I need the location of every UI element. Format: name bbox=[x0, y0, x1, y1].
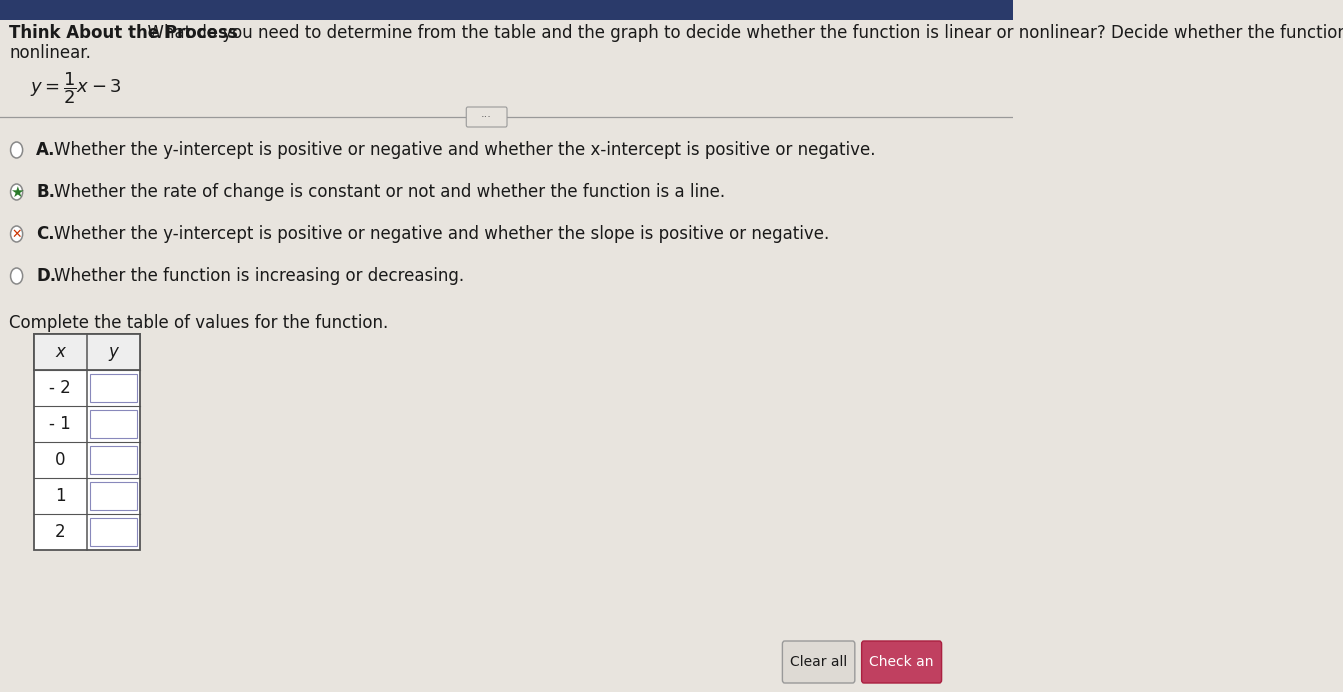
FancyBboxPatch shape bbox=[862, 641, 941, 683]
Text: Whether the function is increasing or decreasing.: Whether the function is increasing or de… bbox=[54, 267, 465, 285]
Text: x: x bbox=[55, 343, 66, 361]
Text: y: y bbox=[109, 343, 118, 361]
Text: - 1: - 1 bbox=[50, 415, 71, 433]
Circle shape bbox=[11, 184, 23, 200]
Text: Complete the table of values for the function.: Complete the table of values for the fun… bbox=[9, 314, 388, 332]
Circle shape bbox=[11, 142, 23, 158]
Text: D.: D. bbox=[36, 267, 56, 285]
Text: ★: ★ bbox=[9, 185, 23, 199]
Text: Whether the y-intercept is positive or negative and whether the slope is positiv: Whether the y-intercept is positive or n… bbox=[54, 225, 830, 243]
FancyBboxPatch shape bbox=[34, 334, 140, 550]
Text: Think About the Process: Think About the Process bbox=[9, 24, 238, 42]
Text: 1: 1 bbox=[55, 487, 66, 505]
FancyBboxPatch shape bbox=[90, 446, 137, 474]
FancyBboxPatch shape bbox=[466, 107, 508, 127]
Text: ✕: ✕ bbox=[11, 228, 21, 241]
Text: nonlinear.: nonlinear. bbox=[9, 44, 91, 62]
Text: - 2: - 2 bbox=[50, 379, 71, 397]
Text: ···: ··· bbox=[481, 112, 492, 122]
FancyBboxPatch shape bbox=[90, 410, 137, 438]
FancyBboxPatch shape bbox=[34, 334, 140, 370]
Text: $y = \dfrac{1}{2}x - 3$: $y = \dfrac{1}{2}x - 3$ bbox=[30, 70, 122, 106]
Circle shape bbox=[11, 226, 23, 242]
FancyBboxPatch shape bbox=[90, 374, 137, 402]
Circle shape bbox=[11, 268, 23, 284]
Text: 2: 2 bbox=[55, 523, 66, 541]
Text: What do you need to determine from the table and the graph to decide whether the: What do you need to determine from the t… bbox=[137, 24, 1343, 42]
FancyBboxPatch shape bbox=[90, 518, 137, 546]
Text: Clear all: Clear all bbox=[790, 655, 847, 669]
Text: Whether the y-intercept is positive or negative and whether the x-intercept is p: Whether the y-intercept is positive or n… bbox=[54, 141, 876, 159]
FancyBboxPatch shape bbox=[0, 0, 1013, 20]
FancyBboxPatch shape bbox=[783, 641, 855, 683]
Text: Whether the rate of change is constant or not and whether the function is a line: Whether the rate of change is constant o… bbox=[54, 183, 725, 201]
Text: 0: 0 bbox=[55, 451, 66, 469]
Text: C.: C. bbox=[36, 225, 55, 243]
Text: A.: A. bbox=[36, 141, 55, 159]
FancyBboxPatch shape bbox=[90, 482, 137, 510]
Text: Check an: Check an bbox=[869, 655, 933, 669]
Text: B.: B. bbox=[36, 183, 55, 201]
